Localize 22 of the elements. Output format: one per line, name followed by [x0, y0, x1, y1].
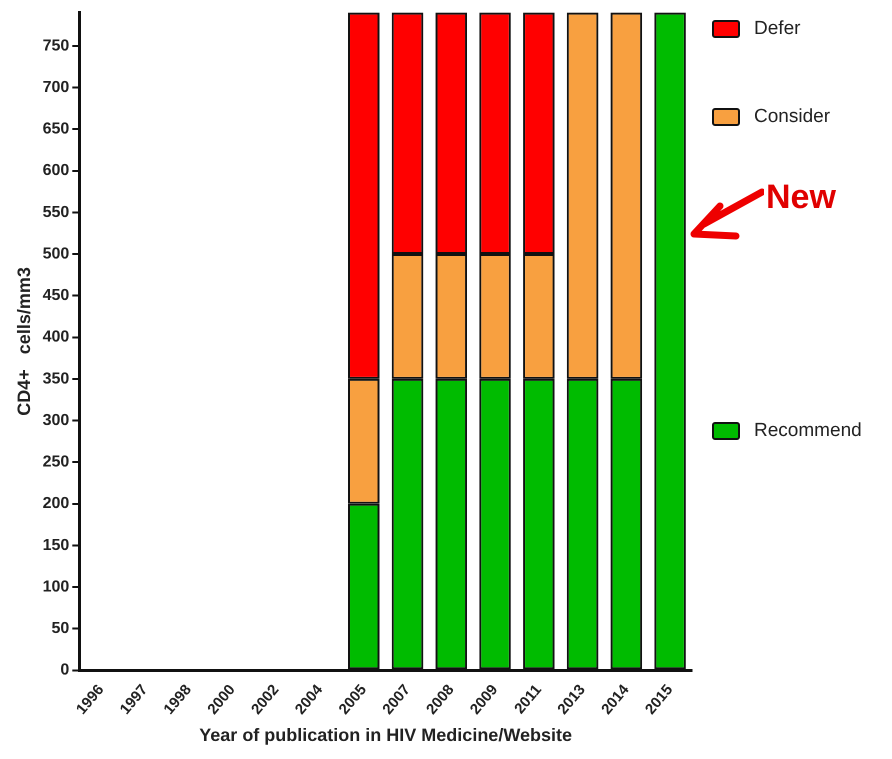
y-tick-label: 350: [42, 370, 70, 388]
y-tick-label: 100: [42, 578, 70, 596]
y-tick-label: 400: [42, 328, 70, 346]
y-tick-label: 600: [42, 162, 70, 180]
y-tick-label: 650: [42, 120, 70, 138]
y-tick-label: 250: [42, 454, 70, 471]
y-tick-label: 700: [42, 78, 70, 96]
y-tick-label: 50: [52, 620, 70, 638]
x-axis-title: Year of publication in HIV Medicine/Website: [199, 725, 572, 746]
y-axis-title: CD4+ cells/mm3: [14, 267, 34, 416]
y-tick-label: 550: [42, 204, 70, 221]
text: New: [766, 178, 836, 217]
y-tick-label: 450: [42, 287, 70, 304]
y-tick-label: 150: [42, 536, 70, 554]
legend-label: Recommend: [754, 420, 862, 442]
y-tick-label: 200: [42, 495, 70, 512]
y-tick-label: 750: [42, 37, 70, 54]
legend-label: Consider: [754, 106, 830, 128]
legend-label: Defer: [754, 18, 800, 40]
y-tick-label: 0: [60, 662, 70, 679]
y-tick-label: 500: [42, 245, 70, 262]
y-tick-label: 300: [42, 412, 70, 429]
